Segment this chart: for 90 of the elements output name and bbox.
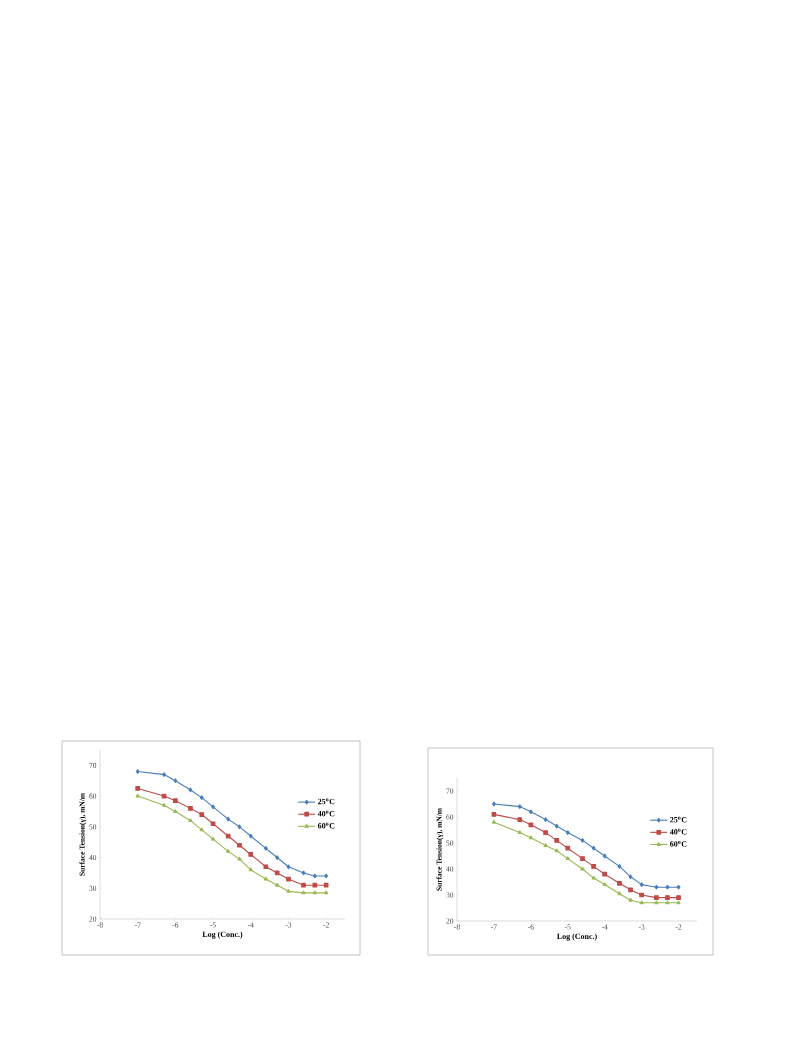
point: [237, 842, 242, 848]
point: [676, 900, 681, 905]
point: [543, 843, 548, 848]
point: [628, 874, 633, 880]
point: [654, 895, 659, 900]
point: [554, 823, 559, 829]
point: [554, 848, 559, 853]
point: [135, 786, 141, 791]
point: [492, 801, 496, 807]
point: [237, 824, 242, 830]
point: [286, 864, 291, 870]
point: [210, 821, 216, 827]
point: [199, 827, 204, 832]
point: [543, 830, 548, 835]
point: [591, 864, 596, 869]
point: [676, 895, 681, 900]
point: [226, 816, 231, 822]
point: [580, 838, 585, 843]
point: [225, 833, 231, 839]
point: [275, 882, 280, 887]
point: [665, 900, 670, 905]
point: [565, 845, 571, 851]
point: [517, 817, 523, 822]
point: [665, 884, 670, 890]
point: [286, 876, 291, 882]
point: [602, 871, 608, 877]
point: [565, 856, 570, 861]
point: [211, 804, 215, 810]
point: [602, 882, 607, 887]
point: [188, 787, 193, 793]
point: [226, 849, 231, 853]
point: [199, 795, 204, 800]
point: [274, 870, 280, 876]
point: [324, 873, 329, 879]
point: [248, 852, 254, 857]
point: [323, 882, 329, 888]
point: [188, 806, 193, 811]
point: [301, 870, 306, 876]
point: [312, 873, 317, 879]
point: [301, 890, 306, 895]
point: [173, 809, 178, 813]
point: [263, 876, 268, 881]
point: [554, 838, 560, 843]
point: [591, 875, 596, 880]
point: [565, 830, 570, 835]
point: [188, 818, 193, 823]
point: [591, 845, 596, 851]
point: [639, 892, 644, 898]
point: [580, 866, 585, 871]
point: [617, 891, 622, 896]
point: [639, 882, 644, 887]
point: [161, 793, 167, 799]
point: [135, 793, 140, 798]
point: [654, 900, 659, 905]
point: [199, 812, 205, 817]
point: [312, 882, 318, 888]
point: [173, 778, 178, 784]
point: [517, 804, 522, 809]
point: [528, 822, 534, 828]
point: [275, 855, 280, 860]
point: [248, 833, 253, 839]
point: [491, 812, 497, 817]
point: [324, 890, 329, 895]
point: [543, 817, 548, 822]
point: [617, 880, 622, 886]
point: [639, 900, 644, 905]
point: [263, 845, 268, 851]
point: [628, 897, 633, 902]
point: [602, 853, 607, 859]
point: [654, 884, 659, 890]
point: [517, 830, 522, 835]
point: [628, 887, 633, 893]
point: [210, 836, 216, 841]
point: [301, 882, 306, 888]
point: [237, 856, 242, 861]
point: [528, 809, 533, 815]
point: [528, 835, 533, 840]
point: [161, 802, 167, 807]
point: [263, 864, 269, 870]
point: [580, 856, 585, 861]
point: [173, 798, 178, 804]
point: [617, 864, 622, 869]
point: [491, 819, 497, 824]
point: [248, 867, 253, 872]
point: [162, 772, 166, 777]
point: [312, 890, 317, 895]
point: [286, 888, 291, 893]
point: [665, 895, 670, 900]
point: [135, 769, 140, 774]
point: [676, 884, 681, 890]
